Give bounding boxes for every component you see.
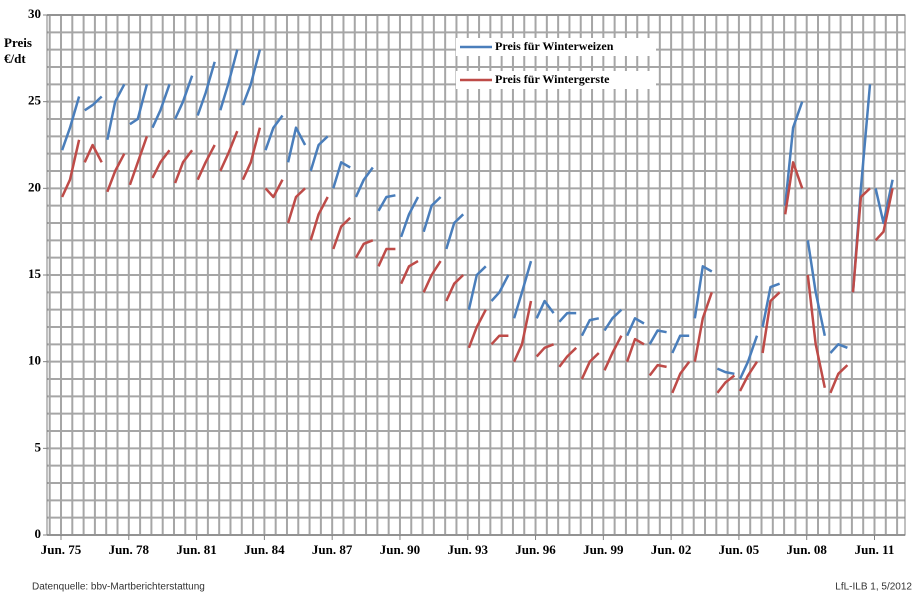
plot-border: [46, 14, 906, 536]
legend-label: Preis für Winterweizen: [495, 39, 614, 53]
y-tick-label: 15: [28, 266, 42, 281]
x-tick-label: Jun. 96: [515, 542, 556, 557]
data-line: [60, 49, 894, 380]
x-tick-label: Jun. 78: [109, 542, 150, 557]
x-tick-label: Jun. 99: [583, 542, 624, 557]
x-tick-label: Jun. 75: [41, 542, 82, 557]
y-tick-label: 25: [28, 93, 42, 108]
x-tick-label: Jun. 84: [244, 542, 285, 557]
x-tick-label: Jun. 11: [855, 542, 895, 557]
x-tick-label: Jun. 08: [786, 542, 827, 557]
y-tick-label: 30: [28, 6, 41, 21]
x-tick-label: Jun. 05: [719, 542, 760, 557]
x-tick-label: Jun. 81: [176, 542, 216, 557]
data-line: [60, 127, 894, 394]
legend-bg: [456, 71, 656, 89]
legend-bg: [456, 38, 656, 56]
x-tick-label: Jun. 90: [380, 542, 420, 557]
legend-label: Preis für Wintergerste: [495, 72, 610, 86]
x-tick-label: Jun. 93: [448, 542, 489, 557]
y-tick-label: 20: [28, 179, 41, 194]
y-tick-label: 5: [35, 439, 42, 454]
credit-note: LfL-ILB 1, 5/2012: [835, 582, 912, 593]
source-note: Datenquelle: bbv-Martberichterstattung: [32, 582, 205, 593]
y-axis-label: Preis: [4, 35, 32, 50]
x-tick-label: Jun. 87: [312, 542, 353, 557]
y-tick-label: 10: [28, 353, 41, 368]
y-tick-label: 0: [35, 526, 42, 541]
y-axis-label: €/dt: [4, 51, 26, 66]
x-tick-label: Jun. 02: [651, 542, 691, 557]
